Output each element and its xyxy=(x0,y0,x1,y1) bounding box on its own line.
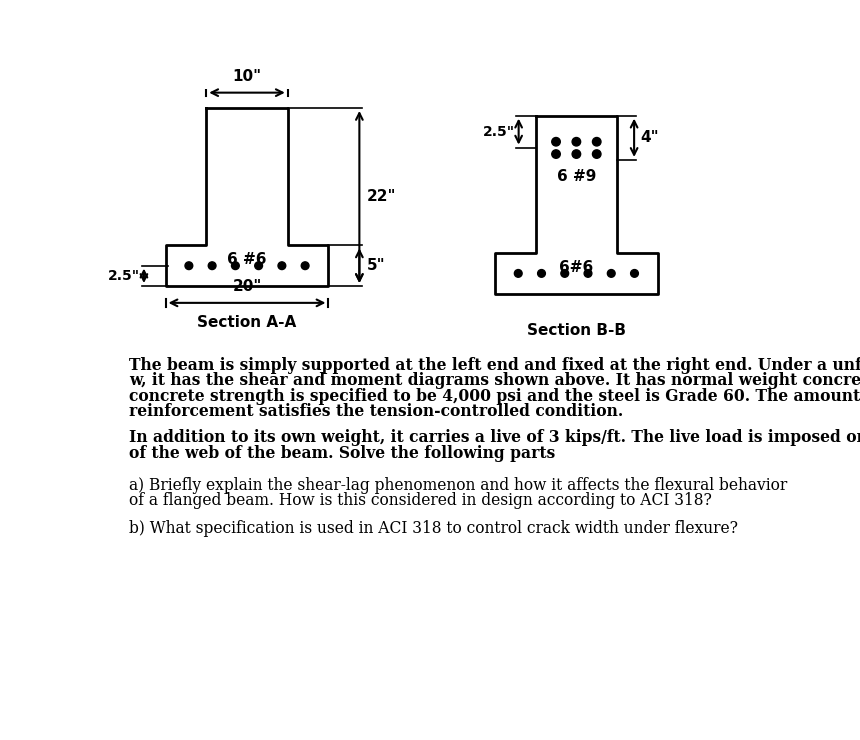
Circle shape xyxy=(630,269,638,278)
Circle shape xyxy=(607,269,615,278)
Circle shape xyxy=(572,138,580,146)
Text: 2.5": 2.5" xyxy=(108,269,140,283)
Circle shape xyxy=(255,262,262,269)
Text: Section B-B: Section B-B xyxy=(527,323,626,338)
Text: w, it has the shear and moment diagrams shown above. It has normal weight concre: w, it has the shear and moment diagrams … xyxy=(129,372,860,389)
Text: 5": 5" xyxy=(367,258,386,273)
Text: b) What specification is used in ACI 318 to control crack width under flexure?: b) What specification is used in ACI 318… xyxy=(129,520,738,537)
Circle shape xyxy=(208,262,216,269)
Circle shape xyxy=(561,269,568,278)
Text: of the web of the beam. Solve the following parts: of the web of the beam. Solve the follow… xyxy=(129,445,556,462)
Text: 6#6: 6#6 xyxy=(559,260,593,275)
Text: Section A-A: Section A-A xyxy=(198,315,297,330)
Text: The beam is simply supported at the left end and fixed at the right end. Under a: The beam is simply supported at the left… xyxy=(129,357,860,374)
Text: 4": 4" xyxy=(641,130,659,145)
Circle shape xyxy=(552,138,561,146)
Text: of a flanged beam. How is this considered in design according to ACI 318?: of a flanged beam. How is this considere… xyxy=(129,491,712,508)
Text: 2.5": 2.5" xyxy=(482,124,515,138)
Text: concrete strength is specified to be 4,000 psi and the steel is Grade 60. The am: concrete strength is specified to be 4,0… xyxy=(129,388,860,405)
Circle shape xyxy=(552,149,561,158)
Circle shape xyxy=(231,262,239,269)
Text: In addition to its own weight, it carries a live of 3 kips/ft. The live load is : In addition to its own weight, it carrie… xyxy=(129,429,860,446)
Circle shape xyxy=(593,138,601,146)
Circle shape xyxy=(514,269,522,278)
Circle shape xyxy=(572,149,580,158)
Text: reinforcement satisfies the tension-controlled condition.: reinforcement satisfies the tension-cont… xyxy=(129,403,624,420)
Circle shape xyxy=(593,149,601,158)
Circle shape xyxy=(185,262,193,269)
Text: 22": 22" xyxy=(367,189,396,204)
Circle shape xyxy=(301,262,309,269)
Text: 20": 20" xyxy=(232,280,261,295)
Text: 10": 10" xyxy=(232,69,261,84)
Circle shape xyxy=(278,262,286,269)
Text: a) Briefly explain the shear-lag phenomenon and how it affects the flexural beha: a) Briefly explain the shear-lag phenome… xyxy=(129,477,788,494)
Circle shape xyxy=(584,269,592,278)
Text: 6 #9: 6 #9 xyxy=(556,169,596,184)
Circle shape xyxy=(538,269,545,278)
Text: 6 #6: 6 #6 xyxy=(227,252,267,267)
